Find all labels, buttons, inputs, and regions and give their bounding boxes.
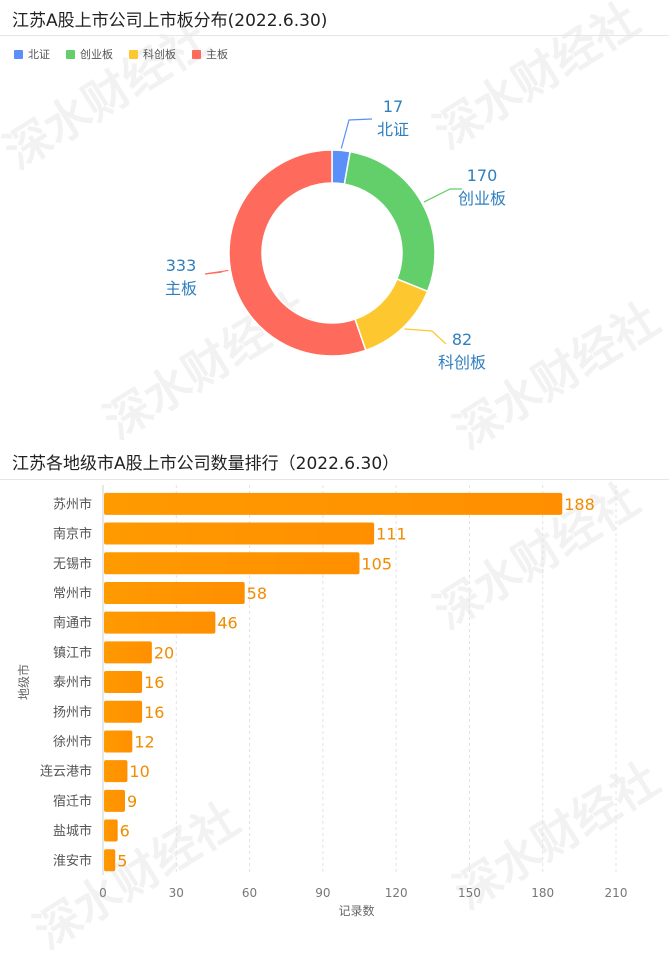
x-tick-label: 180 bbox=[531, 886, 554, 900]
title-divider bbox=[0, 35, 669, 36]
donut-chart: 17 北证 170 创业板 82 科创板 333 主板 bbox=[165, 97, 506, 372]
category-label: 南京市 bbox=[53, 526, 92, 542]
bar-value-label: 6 bbox=[120, 822, 130, 841]
donut-legend: 北证 创业板 科创板 主板 bbox=[14, 46, 228, 62]
slice-name-label: 北证 bbox=[377, 120, 409, 139]
bar-value-label: 12 bbox=[134, 732, 154, 751]
slice-name-label: 主板 bbox=[165, 279, 197, 298]
x-tick-label: 90 bbox=[315, 886, 330, 900]
legend-swatch bbox=[14, 49, 23, 59]
category-label: 镇江市 bbox=[53, 645, 92, 661]
bar[interactable] bbox=[104, 552, 360, 575]
bar[interactable] bbox=[104, 492, 563, 515]
slice-name-label: 科创板 bbox=[438, 353, 486, 372]
slice-name-label: 创业板 bbox=[458, 189, 506, 208]
category-label: 泰州市 bbox=[53, 675, 92, 691]
category-label: 盐城市 bbox=[53, 823, 92, 839]
category-label: 扬州市 bbox=[53, 704, 92, 720]
x-tick-label: 60 bbox=[242, 886, 257, 900]
donut-slice[interactable] bbox=[228, 149, 367, 357]
bar-value-label: 58 bbox=[247, 584, 267, 603]
legend-label: 创业板 bbox=[80, 48, 113, 61]
legend-swatch bbox=[66, 49, 75, 59]
bar-value-label: 111 bbox=[376, 525, 407, 544]
bar[interactable] bbox=[104, 522, 375, 545]
category-label: 徐州市 bbox=[53, 734, 92, 750]
legend-label: 北证 bbox=[28, 48, 50, 61]
bar-value-label: 9 bbox=[127, 792, 137, 811]
slice-value-label: 333 bbox=[166, 256, 197, 275]
category-label: 苏州市 bbox=[53, 496, 92, 512]
donut-chart-title: 江苏A股上市公司上市板分布(2022.6.30) bbox=[12, 11, 328, 31]
x-axis-title: 记录数 bbox=[338, 903, 374, 918]
category-label: 南通市 bbox=[53, 615, 92, 631]
category-label: 淮安市 bbox=[53, 853, 92, 869]
slice-value-label: 170 bbox=[467, 166, 498, 185]
bar-value-label: 46 bbox=[217, 614, 237, 633]
legend-item[interactable]: 主板 bbox=[192, 46, 228, 62]
slice-value-label: 82 bbox=[452, 330, 472, 349]
leader-line bbox=[340, 118, 373, 149]
x-tick-label: 210 bbox=[605, 886, 628, 900]
slice-value-label: 17 bbox=[383, 97, 403, 116]
legend-item[interactable]: 科创板 bbox=[129, 46, 176, 62]
x-tick-label: 0 bbox=[99, 886, 107, 900]
leader-line bbox=[204, 269, 229, 275]
bar[interactable] bbox=[104, 671, 143, 694]
bar[interactable] bbox=[104, 700, 143, 723]
title-divider bbox=[0, 479, 669, 480]
category-label: 常州市 bbox=[53, 585, 92, 601]
bar[interactable] bbox=[104, 760, 128, 783]
bar-value-label: 188 bbox=[564, 495, 595, 514]
bar-value-label: 16 bbox=[144, 703, 164, 722]
legend-item[interactable]: 北证 bbox=[14, 46, 50, 62]
bar[interactable] bbox=[104, 730, 133, 753]
legend-label: 主板 bbox=[206, 48, 228, 61]
legend-swatch bbox=[192, 49, 201, 59]
category-label: 无锡市 bbox=[53, 556, 92, 572]
bar[interactable] bbox=[104, 641, 152, 664]
x-tick-label: 120 bbox=[385, 886, 408, 900]
x-tick-label: 150 bbox=[458, 886, 481, 900]
bar-value-label: 5 bbox=[117, 851, 127, 870]
x-tick-label: 30 bbox=[169, 886, 184, 900]
bar-value-label: 16 bbox=[144, 673, 164, 692]
bar-value-label: 20 bbox=[154, 643, 174, 662]
category-label: 连云港市 bbox=[40, 764, 92, 780]
bar-chart-title: 江苏各地级市A股上市公司数量排行（2022.6.30） bbox=[12, 454, 400, 474]
y-axis-title: 地级市 bbox=[16, 664, 31, 700]
bar-value-label: 10 bbox=[129, 762, 149, 781]
bar[interactable] bbox=[104, 849, 116, 872]
legend-swatch bbox=[129, 49, 138, 59]
leader-line bbox=[423, 188, 462, 203]
legend-label: 科创板 bbox=[143, 48, 176, 61]
category-label: 宿迁市 bbox=[53, 793, 92, 809]
bar[interactable] bbox=[104, 611, 216, 634]
bar[interactable] bbox=[104, 581, 245, 604]
legend-item[interactable]: 创业板 bbox=[66, 46, 113, 62]
bar[interactable] bbox=[104, 819, 118, 842]
bar-value-label: 105 bbox=[362, 554, 393, 573]
leader-line bbox=[404, 328, 447, 345]
bar[interactable] bbox=[104, 789, 125, 812]
